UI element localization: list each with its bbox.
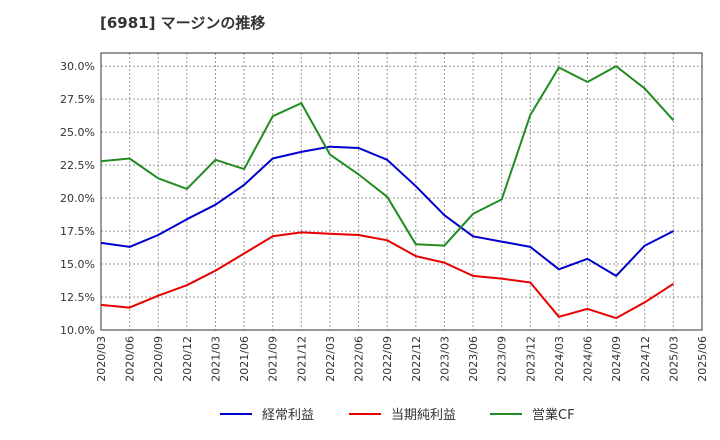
x-tick-label: 2020/03 [95, 336, 108, 382]
y-tick-label: 30.0% [60, 60, 95, 73]
x-tick-label: 2024/06 [582, 336, 595, 382]
series-lines [100, 65, 675, 320]
y-tick-label: 10.0% [60, 324, 95, 337]
x-axis-ticks: 2020/03 2020/06 2020/09 2020/12 2021/03 2021/… [95, 336, 709, 382]
x-tick-label: 2023/12 [524, 336, 537, 382]
x-tick-label: 2025/06 [696, 336, 709, 382]
x-tick-label: 2020/06 [124, 336, 137, 382]
x-tick-label: 2021/06 [238, 336, 251, 382]
x-tick-label: 2025/03 [667, 336, 680, 382]
x-tick-label: 2023/06 [467, 336, 480, 382]
x-tick-label: 2024/09 [610, 336, 623, 382]
x-tick-label: 2023/09 [496, 336, 509, 382]
legend: 経常利益 当期純利益 営業CF [220, 407, 575, 423]
x-tick-label: 2022/09 [381, 336, 394, 382]
y-tick-label: 20.0% [60, 192, 95, 205]
x-tick-label: 2021/09 [267, 336, 280, 382]
x-tick-label: 2023/03 [438, 336, 451, 382]
y-tick-label: 27.5% [60, 93, 95, 106]
x-tick-label: 2024/12 [639, 336, 652, 382]
plot-area-frame [100, 52, 703, 331]
x-tick-label: 2021/03 [209, 336, 222, 382]
grid-lines [100, 53, 703, 331]
chart-title: [6981] マージンの推移 [100, 14, 266, 32]
legend-label: 営業CF [532, 407, 575, 423]
y-tick-label: 15.0% [60, 258, 95, 271]
legend-label: 経常利益 [262, 408, 314, 423]
x-tick-label: 2022/03 [324, 336, 337, 382]
x-tick-label: 2022/12 [410, 336, 423, 382]
y-tick-label: 25.0% [60, 126, 95, 139]
x-tick-label: 2021/12 [295, 336, 308, 382]
legend-label: 当期純利益 [391, 408, 456, 423]
series-line-経常利益 [100, 145, 674, 277]
series-line-当期純利益 [100, 231, 674, 320]
y-tick-label: 22.5% [60, 159, 95, 172]
y-tick-label: 17.5% [60, 225, 95, 238]
y-tick-label: 12.5% [60, 291, 95, 304]
x-tick-label: 2020/09 [152, 336, 165, 382]
y-axis-ticks: 10.0% 12.5% 15.0% 17.5% 20.0% 22.5% 25.0% 27.5%… [60, 60, 95, 337]
x-tick-label: 2024/03 [553, 336, 566, 382]
series-line-営業CF [100, 65, 675, 247]
x-tick-label: 2022/06 [353, 336, 366, 382]
x-tick-label: 2020/12 [181, 336, 194, 382]
